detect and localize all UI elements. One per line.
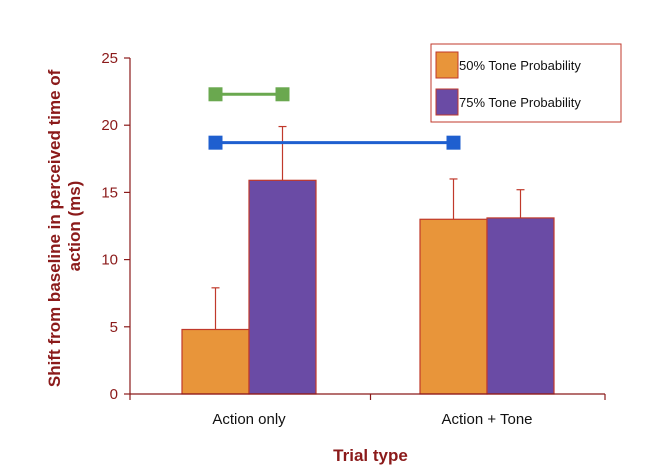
bars-layer <box>181 179 555 395</box>
y-tick-label-15: 15 <box>101 184 118 201</box>
legend-label-1: 50% Tone Probability <box>459 58 581 73</box>
legend-swatch-1 <box>435 51 459 79</box>
y-axis-title-line-2: action (ms) <box>65 181 84 272</box>
bar-series-2-cat-2 <box>486 217 555 395</box>
significance-bars-layer <box>208 87 461 150</box>
bar-series-1-cat-1 <box>181 328 250 395</box>
significance-marker-2-1 <box>208 135 223 150</box>
y-tick-label-20: 20 <box>101 117 118 134</box>
significance-marker-1-1 <box>208 87 223 102</box>
significance-marker-2-2 <box>446 135 461 150</box>
y-tick-label-10: 10 <box>101 252 118 269</box>
significance-marker-1-2 <box>275 87 290 102</box>
error-bars-layer <box>211 125 525 330</box>
category-label-2: Action + Tone <box>441 411 532 428</box>
axes <box>129 58 605 395</box>
y-axis-title: Shift from baseline in perceived time of… <box>45 65 84 387</box>
legend-swatch-2 <box>435 88 459 116</box>
bar-series-2-cat-1 <box>248 179 317 395</box>
category-label-1: Action only <box>212 411 286 428</box>
bar-series-1-cat-2 <box>419 218 488 395</box>
y-tick-label-25: 25 <box>101 50 118 67</box>
ticks-layer: 0 5 10 15 20 25 <box>101 50 606 403</box>
y-axis-title-line-1: Shift from baseline in perceived time of <box>45 69 64 387</box>
y-tick-label-5: 5 <box>110 319 118 336</box>
legend-label-2: 75% Tone Probability <box>459 95 581 110</box>
category-labels: Action only Action + Tone <box>212 411 532 428</box>
legend-box <box>430 43 622 123</box>
x-axis-title: Trial type <box>333 446 408 465</box>
y-tick-label-0: 0 <box>110 386 118 403</box>
legend: 50% Tone Probability 75% Tone Probability <box>430 43 622 123</box>
